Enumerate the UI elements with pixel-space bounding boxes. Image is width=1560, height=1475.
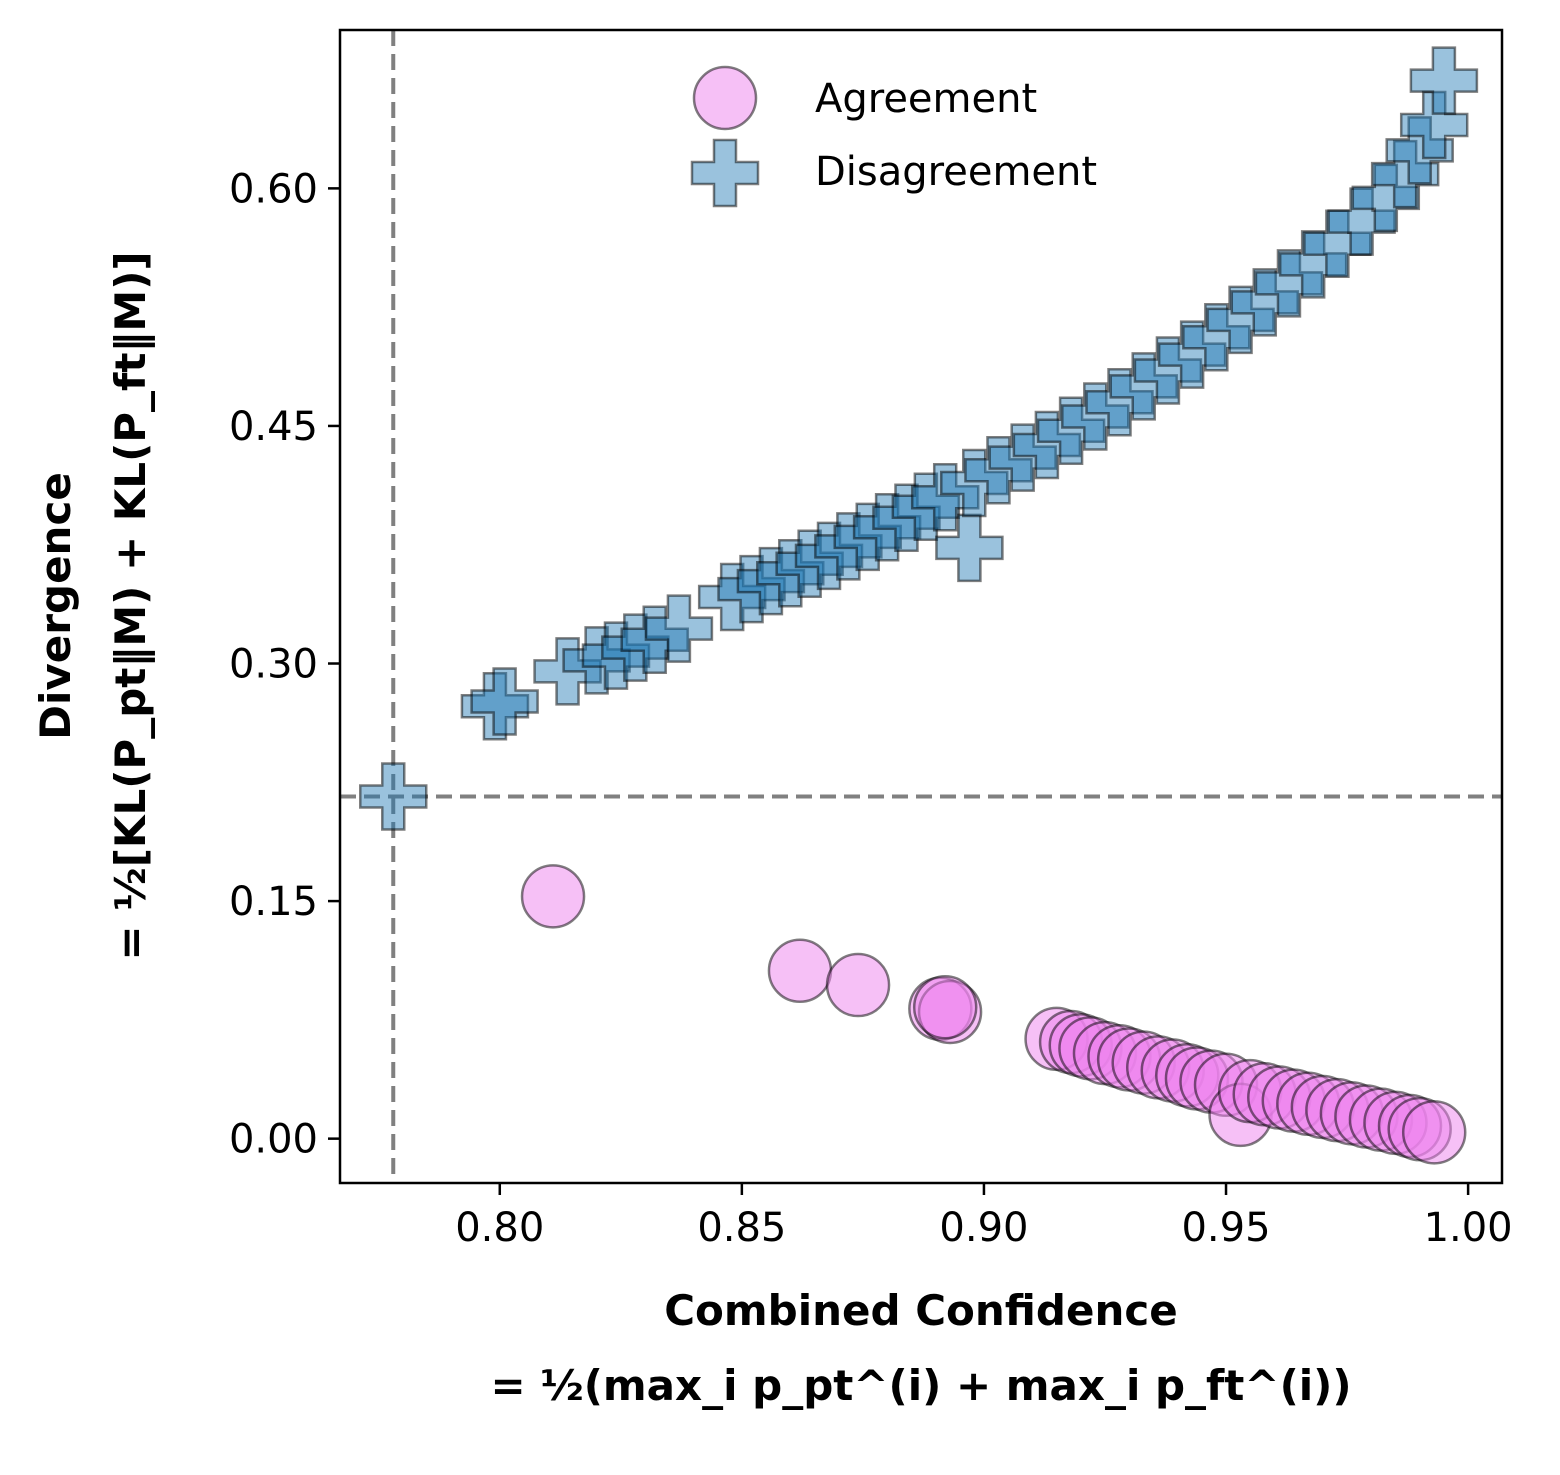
disagreement-point [562, 626, 631, 695]
legend-disagreement-label: Disagreement [815, 149, 1097, 195]
x-tick-label: 0.80 [455, 1205, 544, 1251]
disagreement-point [833, 502, 902, 572]
disagreement-point [756, 538, 825, 608]
y-tick-label: 0.30 [229, 642, 318, 688]
disagreement-point [1085, 367, 1154, 437]
legend: Agreement Disagreement [690, 65, 1097, 208]
y-tick-label: 0.15 [229, 879, 318, 925]
x-tick-label: 0.90 [939, 1205, 1028, 1251]
legend-agreement-marker [692, 65, 758, 131]
disagreement-point [1230, 268, 1300, 337]
agreement-point [912, 974, 978, 1040]
y-axis: 0.00 0.15 0.30 0.45 0.60 [229, 166, 340, 1163]
disagreement-point [964, 436, 1033, 505]
disagreement-point [1206, 285, 1275, 355]
y-tick-label: 0.60 [229, 166, 318, 212]
disagreement-point [988, 423, 1057, 492]
data-points [359, 46, 1479, 1165]
threshold-lines [340, 30, 1502, 1183]
legend-agreement-label: Agreement [815, 76, 1037, 122]
disagreement-point [935, 513, 1004, 583]
disagreement-point [1370, 139, 1440, 209]
disagreement-point [1182, 303, 1251, 372]
disagreement-point [1409, 46, 1479, 115]
disagreement-point [814, 512, 883, 581]
disagreement-point [1012, 410, 1082, 480]
disagreement-point [697, 562, 767, 632]
disagreement-point [1133, 336, 1203, 405]
disagreement-point [470, 667, 539, 736]
disagreement-point [1157, 320, 1227, 389]
disagreement-point [1385, 116, 1454, 185]
legend-disagreement-marker [690, 138, 760, 208]
y-tick-label: 0.45 [229, 404, 318, 450]
disagreement-point [1109, 352, 1178, 421]
disagreement-point [1061, 382, 1130, 451]
disagreement-point [940, 448, 1009, 518]
x-tick-label: 0.85 [697, 1205, 786, 1251]
x-axis-title: Combined Confidence [664, 1286, 1178, 1335]
disagreement-point [1327, 187, 1396, 256]
disagreement-point [359, 762, 428, 831]
disagreement-point [1351, 163, 1421, 233]
x-axis-formula: = ½(max_i p_pt^(i) + max_i p_ft^(i)) [490, 1361, 1351, 1410]
disagreement-point [581, 621, 651, 690]
y-axis-title: Divergence [31, 472, 80, 740]
agreement-point [1401, 1100, 1467, 1165]
disagreement-point [736, 546, 806, 616]
agreement-point [825, 952, 891, 1018]
y-axis-formula: = ½[KL(P_pt‖M) + KL(P_ft‖M)] [106, 251, 155, 960]
x-tick-label: 0.95 [1181, 1205, 1270, 1251]
plot-frame [338, 28, 1504, 1185]
disagreement-point [644, 594, 714, 663]
disagreement-point [852, 493, 922, 562]
y-tick-label: 0.00 [229, 1117, 318, 1163]
disagreement-point [460, 672, 530, 741]
disagreement-point [717, 554, 786, 624]
disagreement-point [794, 521, 864, 591]
disagreement-point [1254, 249, 1324, 318]
disagreement-point [1036, 396, 1106, 465]
x-axis: 0.80 0.85 0.90 0.95 1.00 [455, 1183, 1513, 1251]
disagreement-point [910, 462, 980, 532]
agreement-point [767, 938, 833, 1004]
agreement-point [520, 864, 586, 929]
disagreement-point [775, 529, 844, 598]
disagreement-point [1278, 230, 1348, 299]
x-tick-label: 1.00 [1424, 1205, 1513, 1251]
